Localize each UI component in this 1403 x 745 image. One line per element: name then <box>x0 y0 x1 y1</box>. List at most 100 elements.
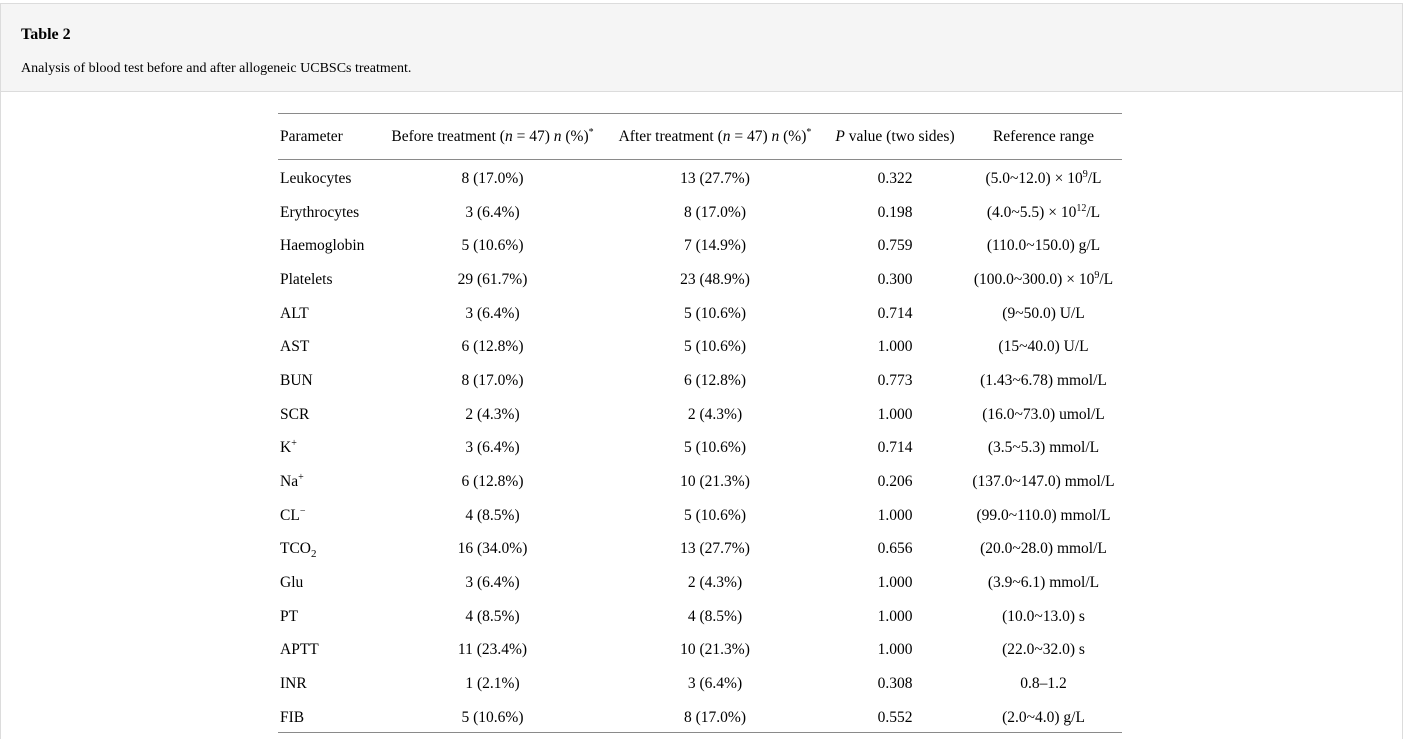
cell-before: 5 (10.6%) <box>461 708 524 726</box>
cell-before: 3 (6.4%) <box>465 304 520 322</box>
table-row: Leukocytes 8 (17.0%) 13 (27.7%) 0.322 (5.0~1… <box>278 160 1122 194</box>
cell-after: 10 (21.3%) <box>680 473 750 491</box>
cell-reference: (20.0~28.0) mmol/L <box>980 540 1107 558</box>
cell-before: 11 (23.4%) <box>457 641 528 659</box>
cell-pvalue: 0.714 <box>877 439 913 457</box>
table-body: Leukocytes 8 (17.0%) 13 (27.7%) 0.322 (5.0~1… <box>278 160 1122 733</box>
cell-after: 5 (10.6%) <box>684 338 746 356</box>
cell-before: 8 (17.0%) <box>461 371 524 389</box>
cell-parameter: Erythrocytes <box>280 203 360 221</box>
table-row: PT 4 (8.5%) 4 (8.5%) 1.000 (10.0~13.0) s <box>278 597 1122 631</box>
cell-after: 23 (48.9%) <box>680 270 750 288</box>
cell-parameter: CL− <box>280 505 306 524</box>
table-row: BUN 8 (17.0%) 6 (12.8%) 0.773 (1.43~6.78) mm… <box>278 362 1122 396</box>
cell-after: 2 (4.3%) <box>687 574 743 592</box>
column-header-parameter: Parameter <box>280 127 343 145</box>
cell-parameter: Haemoglobin <box>280 237 365 255</box>
cell-after: 5 (10.6%) <box>684 304 746 322</box>
table-row: FIB 5 (10.6%) 8 (17.0%) 0.552 (2.0~4.0) g/L <box>278 699 1122 733</box>
cell-pvalue: 0.656 <box>877 540 913 558</box>
cell-pvalue: 0.759 <box>877 237 913 255</box>
cell-reference: (4.0~5.5) × 1012/L <box>986 202 1101 221</box>
column-header-before: Before treatment (n = 47) n (%)* <box>391 126 594 145</box>
cell-reference: (16.0~73.0) umol/L <box>982 405 1105 423</box>
cell-pvalue: 0.198 <box>877 203 913 221</box>
cell-parameter: Glu <box>280 574 304 592</box>
table-caption-section: Table 2 Analysis of blood test before an… <box>1 4 1402 92</box>
cell-reference: (22.0~32.0) s <box>1002 641 1085 659</box>
cell-pvalue: 0.322 <box>877 170 913 188</box>
table-row: SCR 2 (4.3%) 2 (4.3%) 1.000 (16.0~73.0) umol… <box>278 395 1122 429</box>
cell-after: 13 (27.7%) <box>680 170 750 188</box>
cell-pvalue: 1.000 <box>877 405 913 423</box>
cell-after: 3 (6.4%) <box>687 675 743 693</box>
cell-pvalue: 1.000 <box>877 574 913 592</box>
table-row: INR 1 (2.1%) 3 (6.4%) 0.308 0.8–1.2 <box>278 665 1122 699</box>
table-row: APTT 11 (23.4%) 10 (21.3%) 1.000 (22.0~32.0)… <box>278 631 1122 665</box>
cell-before: 3 (6.4%) <box>465 203 520 221</box>
table-row: ALT 3 (6.4%) 5 (10.6%) 0.714 (9~50.0) U/L <box>278 294 1122 328</box>
cell-reference: (137.0~147.0) mmol/L <box>972 473 1115 491</box>
blood-test-table: Parameter Before treatment (n = 47) n (%)… <box>278 113 1122 733</box>
cell-reference: (99.0~110.0) mmol/L <box>976 506 1111 524</box>
table-header-row: Parameter Before treatment (n = 47) n (%)… <box>278 114 1122 160</box>
cell-reference: (2.0~4.0) g/L <box>1002 708 1085 726</box>
cell-before: 5 (10.6%) <box>461 237 524 255</box>
cell-reference: (100.0~300.0) × 109/L <box>973 269 1114 288</box>
cell-pvalue: 1.000 <box>877 506 913 524</box>
cell-before: 29 (61.7%) <box>457 270 528 288</box>
column-header-after: After treatment (n = 47) n (%)* <box>618 126 812 145</box>
table-row: K+ 3 (6.4%) 5 (10.6%) 0.714 (3.5~5.3) mmol/L <box>278 429 1122 463</box>
table-row: Erythrocytes 3 (6.4%) 8 (17.0%) 0.198 (4.0~5… <box>278 193 1122 227</box>
table-row: AST 6 (12.8%) 5 (10.6%) 1.000 (15~40.0) U/L <box>278 328 1122 362</box>
cell-pvalue: 1.000 <box>877 641 913 659</box>
cell-reference: (3.5~5.3) mmol/L <box>987 439 1100 457</box>
cell-reference: (3.9~6.1) mmol/L <box>987 574 1100 592</box>
cell-before: 4 (8.5%) <box>465 607 520 625</box>
cell-parameter: FIB <box>280 708 305 726</box>
cell-parameter: ALT <box>280 304 309 322</box>
cell-reference: (5.0~12.0) × 109/L <box>985 168 1102 188</box>
table-area: Parameter Before treatment (n = 47) n (%)… <box>1 92 1402 733</box>
article-table-panel: Table 2 Analysis of blood test before an… <box>0 3 1403 739</box>
cell-parameter: APTT <box>280 641 319 659</box>
cell-reference: 0.8–1.2 <box>1020 675 1067 693</box>
cell-parameter: K+ <box>280 438 297 457</box>
cell-before: 8 (17.0%) <box>461 170 524 188</box>
column-header-reference: Reference range <box>992 127 1095 145</box>
cell-pvalue: 0.308 <box>877 675 913 693</box>
column-header-pvalue: P value (two sides) <box>835 127 955 145</box>
cell-reference: (1.43~6.78) mmol/L <box>980 371 1107 389</box>
table-row: TCO2 16 (34.0%) 13 (27.7%) 0.656 (20.0~28.0)… <box>278 530 1122 564</box>
cell-pvalue: 0.206 <box>877 473 913 491</box>
cell-pvalue: 0.300 <box>877 270 913 288</box>
cell-pvalue: 1.000 <box>877 607 913 625</box>
cell-after: 13 (27.7%) <box>680 540 750 558</box>
cell-pvalue: 0.552 <box>877 708 913 726</box>
cell-parameter: PT <box>280 607 299 625</box>
cell-after: 7 (14.9%) <box>684 237 746 255</box>
cell-before: 3 (6.4%) <box>465 439 520 457</box>
cell-parameter: AST <box>280 338 310 356</box>
cell-after: 6 (12.8%) <box>684 371 746 389</box>
cell-before: 4 (8.5%) <box>465 506 520 524</box>
cell-after: 4 (8.5%) <box>687 607 743 625</box>
cell-pvalue: 0.714 <box>877 304 913 322</box>
table-row: Platelets 29 (61.7%) 23 (48.9%) 0.300 (100.0… <box>278 261 1122 295</box>
cell-parameter: SCR <box>280 405 310 423</box>
cell-after: 8 (17.0%) <box>684 203 746 221</box>
cell-parameter: INR <box>280 675 307 693</box>
table-row: Glu 3 (6.4%) 2 (4.3%) 1.000 (3.9~6.1) mmol/L <box>278 564 1122 598</box>
table-row: Na+ 6 (12.8%) 10 (21.3%) 0.206 (137.0~147.0)… <box>278 463 1122 497</box>
cell-parameter: Na+ <box>280 471 304 491</box>
cell-after: 8 (17.0%) <box>684 708 746 726</box>
cell-before: 3 (6.4%) <box>465 574 520 592</box>
cell-parameter: Platelets <box>280 270 333 288</box>
cell-parameter: TCO2 <box>280 540 317 561</box>
table-title: Table 2 <box>21 26 71 43</box>
table-row: Haemoglobin 5 (10.6%) 7 (14.9%) 0.759 (110.0… <box>278 227 1122 261</box>
cell-reference: (110.0~150.0) g/L <box>986 237 1101 255</box>
table-row: CL− 4 (8.5%) 5 (10.6%) 1.000 (99.0~110.0) mm… <box>278 496 1122 530</box>
cell-reference: (10.0~13.0) s <box>1002 607 1085 625</box>
cell-pvalue: 0.773 <box>877 371 913 389</box>
